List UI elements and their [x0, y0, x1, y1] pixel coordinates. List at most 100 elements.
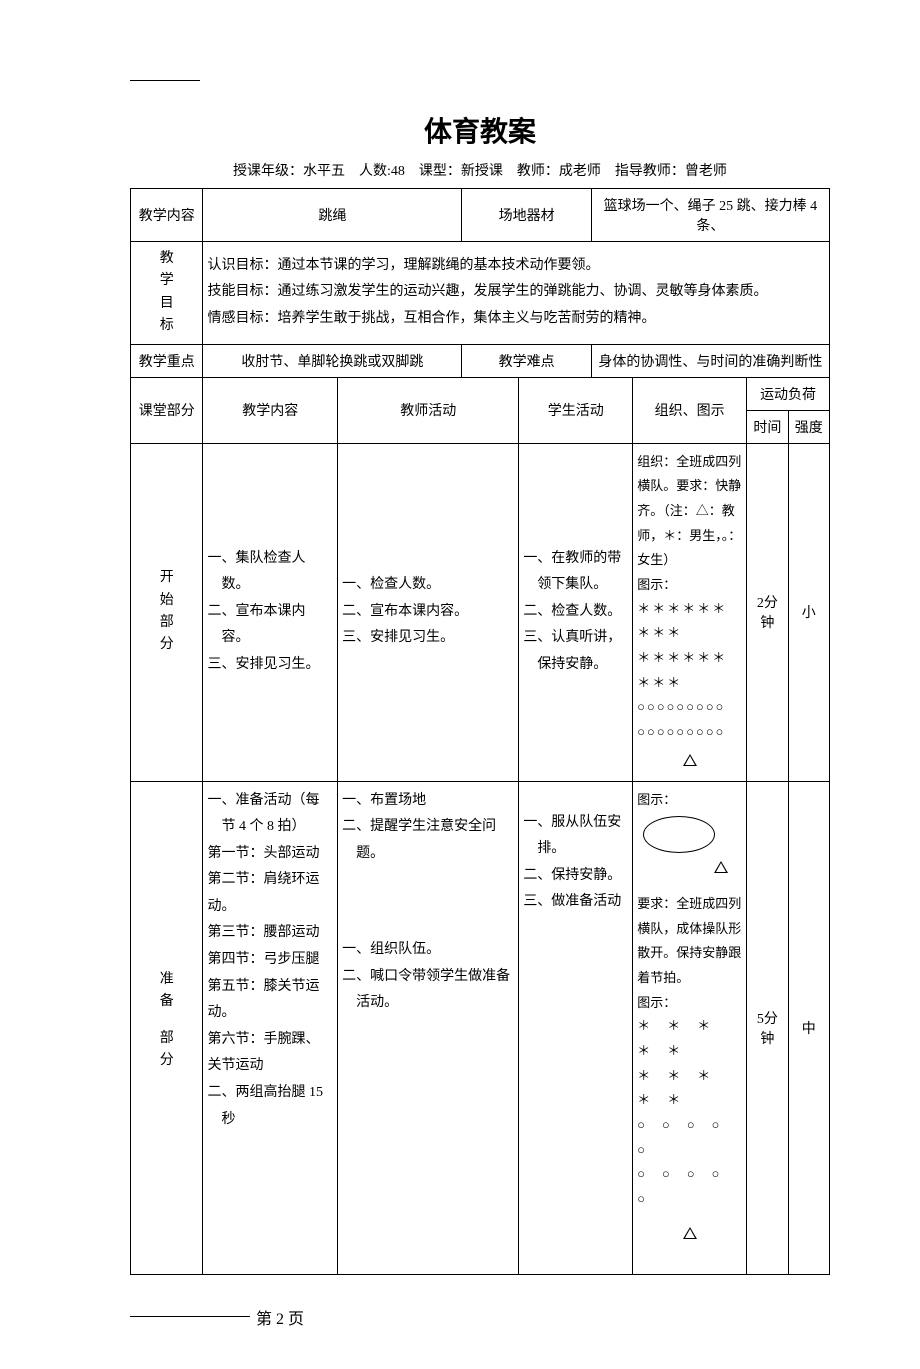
value-focus: 收肘节、单脚轮换跳或双脚跳	[203, 344, 462, 377]
line: 一、服从队伍安排。	[523, 810, 628, 863]
prep-org: 图示： 要求：全班成四列横队，成体操队形散开。保持安静跟着节拍。 图示： ＊ ＊…	[633, 781, 747, 1274]
org-text: 图示：	[637, 573, 742, 598]
line: 三、做准备活动	[523, 889, 628, 916]
start-char: 始	[135, 590, 198, 612]
goals-cell: 认识目标：通过本节课的学习，理解跳绳的基本技术动作要领。 技能目标：通过练习激发…	[203, 242, 830, 345]
top-rule	[130, 80, 200, 81]
goal-line: 情感目标：培养学生敢于挑战，互相合作，集体主义与吃苦耐劳的精神。	[207, 306, 825, 333]
prep-char: 准	[135, 969, 198, 991]
line: 一、布置场地	[342, 788, 514, 815]
subline: 授课年级：水平五 人数:48 课型：新授课 教师：成老师 指导教师：曾老师	[130, 160, 830, 180]
start-char: 部	[135, 612, 198, 634]
label-start: 开 始 部 分	[131, 443, 203, 781]
row-content: 教学内容 跳绳 场地器材 篮球场一个、绳子 25 跳、接力棒 4 条、	[131, 189, 830, 242]
goal-line: 技能目标：通过练习激发学生的运动兴趣，发展学生的弹跳能力、协调、灵敏等身体素质。	[207, 279, 825, 306]
line: 二、喊口令带领学生做准备活动。	[342, 964, 514, 1017]
line: 二、提醒学生注意安全问题。	[342, 814, 514, 867]
triangle-icon	[637, 750, 742, 775]
prep-col4: 一、服从队伍安排。 二、保持安静。 三、做准备活动	[519, 781, 633, 1274]
line: 二、检查人数。	[523, 599, 628, 626]
spacer	[523, 788, 628, 810]
row-prep: 准 备 部 分 一、准备活动（每节 4 个 8 拍） 第一节：头部运动 第二节：…	[131, 781, 830, 1274]
spacer	[637, 882, 742, 892]
org-text: 要求：全班成四列横队，成体操队形散开。保持安静跟着节拍。	[637, 892, 742, 991]
line: 第六节：手腕踝、关节运动	[207, 1027, 333, 1080]
org-text: 组织：全班成四列横队。要求：快静齐。（注：△：教师，＊：男生，。：女生）	[637, 450, 742, 573]
prep-col3: 一、布置场地 二、提醒学生注意安全问题。 一、组织队伍。 二、喊口令带领学生做准…	[338, 781, 519, 1274]
start-col4: 一、在教师的带领下集队。 二、检查人数。 三、认真听讲，保持安静。	[519, 443, 633, 781]
start-time: 2分钟	[747, 443, 788, 781]
row-start: 开 始 部 分 一、集队检查人数。 二、宣布本课内容。 三、安排见习生。 一、检…	[131, 443, 830, 781]
value-equipment: 篮球场一个、绳子 25 跳、接力棒 4 条、	[591, 189, 829, 242]
line: 二、保持安静。	[523, 863, 628, 890]
line: 一、组织队伍。	[342, 937, 514, 964]
line: 二、两组高抬腿 15 秒	[207, 1080, 333, 1133]
lesson-plan-table: 教学内容 跳绳 场地器材 篮球场一个、绳子 25 跳、接力棒 4 条、 教 学 …	[130, 188, 830, 1275]
row-goals: 教 学 目 标 认识目标：通过本节课的学习，理解跳绳的基本技术动作要领。 技能目…	[131, 242, 830, 345]
line: 第二节：肩绕环运动。	[207, 867, 333, 920]
start-char: 开	[135, 567, 198, 589]
start-col3: 一、检查人数。 二、宣布本课内容。 三、安排见习生。	[338, 443, 519, 781]
head-org: 组织、图示	[633, 377, 747, 443]
prep-col2: 一、准备活动（每节 4 个 8 拍） 第一节：头部运动 第二节：肩绕环运动。 第…	[203, 781, 338, 1274]
line: 第一节：头部运动	[207, 841, 333, 868]
head-load: 运动负荷	[747, 377, 830, 410]
ellipse-icon	[643, 816, 715, 853]
footer-rule	[130, 1316, 250, 1317]
line: 二、宣布本课内容。	[207, 599, 333, 652]
value-teaching-content: 跳绳	[203, 189, 462, 242]
label-goals: 教 学 目 标	[131, 242, 203, 345]
line: 三、安排见习生。	[342, 625, 514, 652]
head-time: 时间	[747, 410, 788, 443]
spacer	[637, 1213, 742, 1223]
line: 一、准备活动（每节 4 个 8 拍）	[207, 788, 333, 841]
label-prep: 准 备 部 分	[131, 781, 203, 1274]
head-content: 教学内容	[203, 377, 338, 443]
prep-intensity: 中	[788, 781, 829, 1274]
label-difficulty: 教学难点	[462, 344, 591, 377]
line: 一、集队检查人数。	[207, 546, 333, 599]
spacer	[342, 867, 514, 937]
prep-char: 分	[135, 1050, 198, 1072]
start-col2: 一、集队检查人数。 二、宣布本课内容。 三、安排见习生。	[203, 443, 338, 781]
head-section: 课堂部分	[131, 377, 203, 443]
line: 一、在教师的带领下集队。	[523, 546, 628, 599]
org-text: 图示：	[637, 991, 742, 1016]
label-equipment: 场地器材	[462, 189, 591, 242]
triangle-icon	[637, 1223, 742, 1248]
goals-char: 目	[135, 293, 198, 315]
start-char: 分	[135, 634, 198, 656]
org-row: ＊＊＊＊＊＊＊＊＊	[637, 598, 742, 647]
goals-char: 学	[135, 270, 198, 292]
row-focus: 教学重点 收肘节、单脚轮换跳或双脚跳 教学难点 身体的协调性、与时间的准确判断性	[131, 344, 830, 377]
triangle-icon	[637, 857, 742, 882]
head-teacher: 教师活动	[338, 377, 519, 443]
line: 第三节：腰部运动	[207, 920, 333, 947]
line: 第五节：膝关节运动。	[207, 974, 333, 1027]
line: 一、检查人数。	[342, 572, 514, 599]
start-org: 组织：全班成四列横队。要求：快静齐。（注：△：教师，＊：男生，。：女生） 图示：…	[633, 443, 747, 781]
goals-char: 标	[135, 315, 198, 337]
label-focus: 教学重点	[131, 344, 203, 377]
line: 二、宣布本课内容。	[342, 599, 514, 626]
page-title: 体育教案	[130, 110, 830, 150]
line: 第四节：弓步压腿	[207, 947, 333, 974]
value-difficulty: 身体的协调性、与时间的准确判断性	[591, 344, 829, 377]
label-teaching-content: 教学内容	[131, 189, 203, 242]
goals-char: 教	[135, 248, 198, 270]
org-row: ○ ○ ○ ○ ○	[637, 1114, 742, 1163]
start-intensity: 小	[788, 443, 829, 781]
goal-line: 认识目标：通过本节课的学习，理解跳绳的基本技术动作要领。	[207, 253, 825, 280]
org-text: 图示：	[637, 788, 742, 813]
prep-char: 备	[135, 991, 198, 1013]
org-row: ○ ○ ○ ○ ○	[637, 1163, 742, 1212]
org-row: ＊ ＊ ＊ ＊ ＊	[637, 1065, 742, 1114]
org-row: ＊ ＊ ＊ ＊ ＊	[637, 1015, 742, 1064]
head-student: 学生活动	[519, 377, 633, 443]
row-header: 课堂部分 教学内容 教师活动 学生活动 组织、图示 运动负荷	[131, 377, 830, 410]
org-row: ○○○○○○○○○	[637, 696, 742, 721]
page-number: 第 2 页	[256, 1305, 304, 1329]
head-intensity: 强度	[788, 410, 829, 443]
org-row: ○○○○○○○○○	[637, 721, 742, 746]
prep-char: 部	[135, 1028, 198, 1050]
